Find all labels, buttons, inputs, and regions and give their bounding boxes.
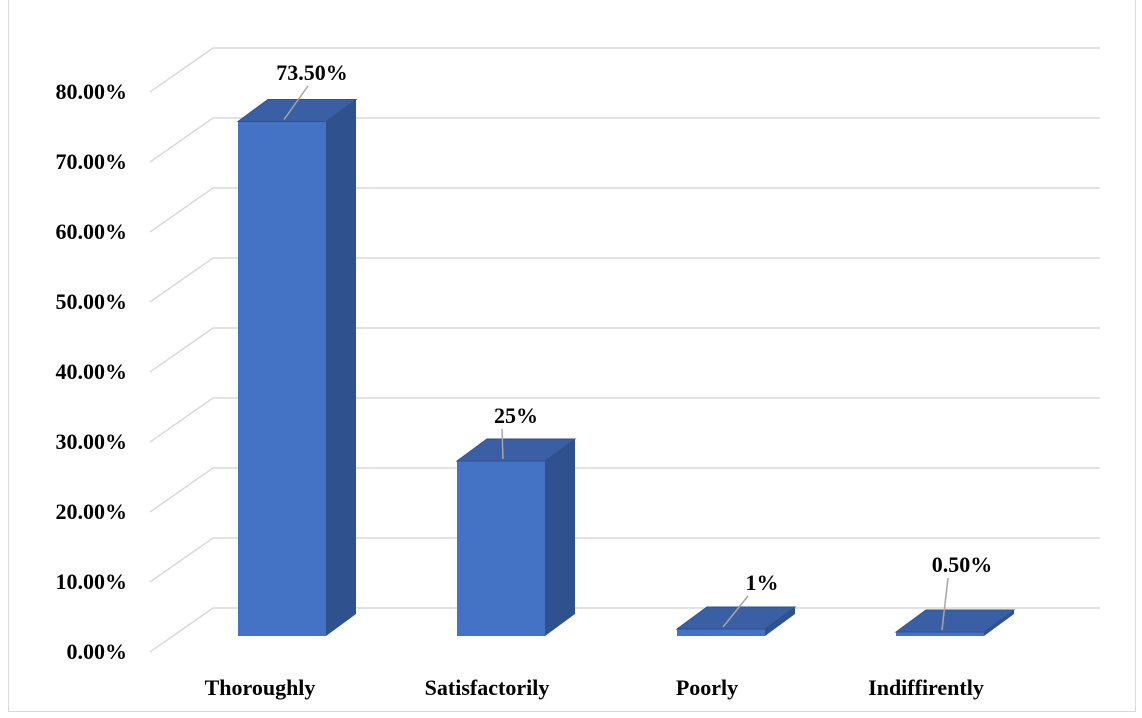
- data-label: 1%: [746, 570, 779, 595]
- y-tick-label: 60.00%: [56, 219, 128, 244]
- chart-frame: [8, 0, 1136, 712]
- bar-side-face: [765, 607, 795, 636]
- y-tick-label: 50.00%: [56, 289, 128, 314]
- bar-front-face: [896, 632, 984, 636]
- y-tick-label: 80.00%: [56, 79, 128, 104]
- data-label: 73.50%: [276, 60, 348, 85]
- bar-front-face: [457, 461, 545, 636]
- x-category-label: Poorly: [676, 675, 738, 700]
- data-label-leader-line: [722, 595, 749, 628]
- bar-top-face: [455, 438, 577, 462]
- data-label: 25%: [494, 403, 538, 428]
- bar-top-face: [236, 99, 358, 122]
- bar-top-face: [894, 609, 1016, 633]
- bar: [455, 438, 577, 636]
- y-tick-label: 0.00%: [67, 639, 128, 664]
- data-label: 0.50%: [932, 552, 993, 577]
- data-label-leader-line: [941, 577, 949, 631]
- y-tick-label: 70.00%: [56, 149, 128, 174]
- x-axis-category-labels: Thoroughly Satisfactorily Poorly Indiffiren…: [205, 675, 984, 700]
- bar: [236, 99, 358, 636]
- x-category-label: Thoroughly: [205, 675, 316, 700]
- data-label-leader-line: [283, 85, 309, 120]
- y-tick-label: 40.00%: [56, 359, 128, 384]
- gridline-diagonal: [149, 467, 214, 513]
- bar-side-face: [326, 99, 356, 636]
- bar-front-face: [238, 121, 326, 636]
- bar-side-face: [984, 610, 1014, 636]
- y-tick-label: 20.00%: [56, 499, 128, 524]
- data-labels: 73.50% 25% 1% 0.50%: [276, 60, 993, 631]
- bar-front-face: [677, 629, 765, 636]
- y-tick-label: 30.00%: [56, 429, 128, 454]
- gridlines: [149, 47, 1100, 653]
- gridline-diagonal: [149, 397, 214, 443]
- y-axis-tick-labels: 0.00% 10.00% 20.00% 30.00% 40.00% 50.00% 60.00…: [56, 79, 128, 664]
- gridline-diagonal: [149, 327, 214, 373]
- x-category-label: Satisfactorily: [425, 675, 550, 700]
- y-tick-label: 10.00%: [56, 569, 128, 594]
- bar-top-face: [675, 606, 797, 630]
- bar: [894, 609, 1016, 636]
- gridline-diagonal: [149, 257, 214, 303]
- bar: [675, 606, 797, 636]
- bar-side-face: [545, 439, 575, 636]
- gridline-diagonal: [149, 607, 214, 653]
- gridline-diagonal: [149, 187, 214, 233]
- gridline-diagonal: [149, 47, 214, 93]
- data-label-leader-line: [501, 428, 504, 460]
- gridline-diagonal: [149, 117, 214, 163]
- gridline-diagonal: [149, 537, 214, 583]
- bars: [236, 99, 1016, 636]
- x-category-label: Indiffirently: [868, 675, 984, 700]
